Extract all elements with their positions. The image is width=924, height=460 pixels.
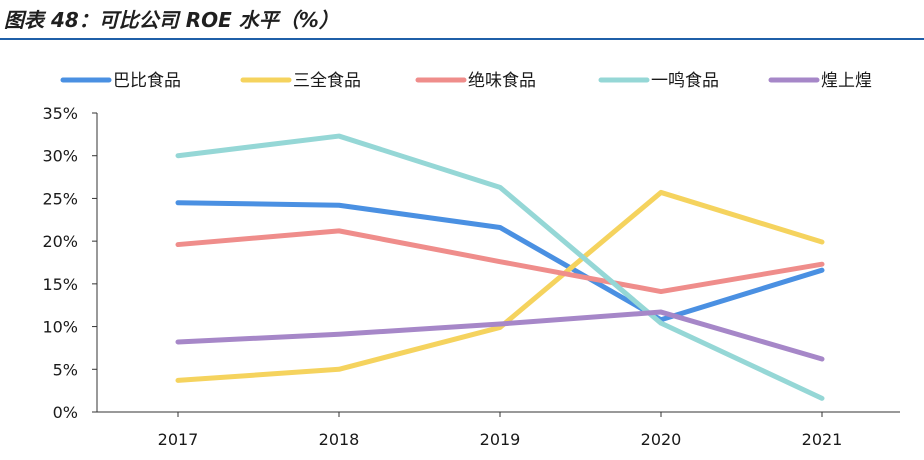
x-tick-label: 2021 bbox=[802, 430, 843, 449]
y-tick-label: 15% bbox=[42, 275, 78, 294]
series-line-1 bbox=[175, 200, 825, 323]
series-line-4 bbox=[175, 133, 825, 401]
title-underline bbox=[0, 38, 924, 40]
legend-label-1: 巴比食品 bbox=[113, 71, 181, 91]
y-tick-label: 30% bbox=[42, 147, 78, 166]
y-tick-label: 35% bbox=[42, 104, 78, 123]
legend-label-2: 三全食品 bbox=[293, 71, 361, 91]
y-tick-label: 5% bbox=[53, 360, 78, 379]
x-tick-label: 2017 bbox=[158, 430, 199, 449]
series-line-2 bbox=[175, 189, 825, 383]
plot-area bbox=[175, 133, 825, 401]
y-tick-label: 0% bbox=[53, 403, 78, 422]
y-axis: 0% 5% 10% 15% 20% 25% 30% 35% bbox=[42, 104, 98, 422]
series-line-3 bbox=[175, 228, 825, 295]
y-tick-label: 10% bbox=[42, 318, 78, 337]
legend-label-4: 一鸣食品 bbox=[651, 71, 719, 91]
series-line-5 bbox=[175, 309, 825, 362]
x-tick-label: 2020 bbox=[641, 430, 682, 449]
legend-label-3: 绝味食品 bbox=[468, 71, 536, 91]
y-tick-label: 25% bbox=[42, 189, 78, 208]
x-tick-label: 2018 bbox=[319, 430, 360, 449]
x-tick-label: 2019 bbox=[480, 430, 521, 449]
title-bar: 图表 48：可比公司 ROE 水平（%） bbox=[0, 0, 924, 40]
y-tick-label: 20% bbox=[42, 232, 78, 251]
chart-title: 图表 48：可比公司 ROE 水平（%） bbox=[4, 8, 339, 32]
legend-label-5: 煌上煌 bbox=[821, 71, 872, 91]
legend: 巴比食品 三全食品 绝味食品 一鸣食品 煌上煌 bbox=[60, 71, 872, 91]
x-axis: 2017 2018 2019 2020 2021 bbox=[97, 411, 900, 449]
